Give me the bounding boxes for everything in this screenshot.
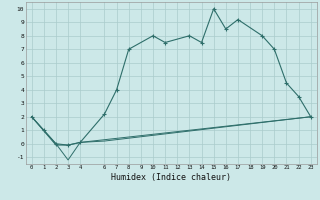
X-axis label: Humidex (Indice chaleur): Humidex (Indice chaleur) [111,173,231,182]
